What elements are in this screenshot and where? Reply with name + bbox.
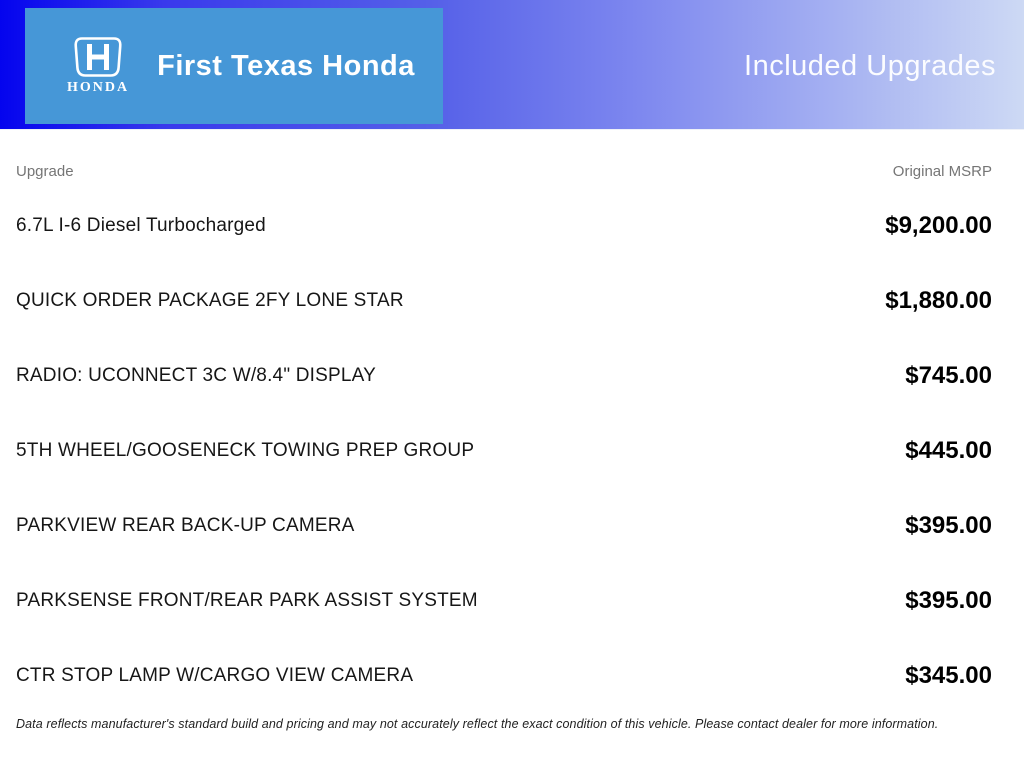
table-header-row: Upgrade Original MSRP: [16, 163, 992, 180]
upgrade-name: RADIO: UCONNECT 3C W/8.4" DISPLAY: [16, 364, 376, 386]
table-row: QUICK ORDER PACKAGE 2FY LONE STAR $1,880…: [16, 263, 992, 338]
honda-logo: HONDA: [57, 36, 139, 96]
upgrades-table: Upgrade Original MSRP 6.7L I-6 Diesel Tu…: [0, 130, 1024, 731]
table-row: 5TH WHEEL/GOOSENECK TOWING PREP GROUP $4…: [16, 413, 992, 488]
upgrade-price: $395.00: [905, 511, 992, 539]
upgrade-price: $395.00: [905, 586, 992, 614]
column-header-upgrade: Upgrade: [16, 163, 74, 180]
table-row: 6.7L I-6 Diesel Turbocharged $9,200.00: [16, 188, 992, 263]
page-title: Included Upgrades: [744, 50, 996, 82]
table-body: 6.7L I-6 Diesel Turbocharged $9,200.00 Q…: [16, 188, 992, 713]
honda-h-icon: [72, 36, 124, 78]
upgrade-name: PARKVIEW REAR BACK-UP CAMERA: [16, 514, 355, 536]
upgrade-name: CTR STOP LAMP W/CARGO VIEW CAMERA: [16, 664, 414, 686]
dealer-logo: HONDA First Texas Honda: [25, 8, 443, 124]
column-header-msrp: Original MSRP: [892, 163, 992, 180]
upgrade-name: 6.7L I-6 Diesel Turbocharged: [16, 214, 266, 236]
upgrade-name: 5TH WHEEL/GOOSENECK TOWING PREP GROUP: [16, 439, 475, 461]
upgrade-price: $1,880.00: [885, 286, 992, 314]
table-row: PARKVIEW REAR BACK-UP CAMERA $395.00: [16, 488, 992, 563]
upgrade-name: PARKSENSE FRONT/REAR PARK ASSIST SYSTEM: [16, 589, 478, 611]
upgrade-name: QUICK ORDER PACKAGE 2FY LONE STAR: [16, 289, 404, 311]
table-row: RADIO: UCONNECT 3C W/8.4" DISPLAY $745.0…: [16, 338, 992, 413]
dealer-name: First Texas Honda: [157, 49, 415, 82]
upgrade-price: $345.00: [905, 661, 992, 689]
upgrade-price: $9,200.00: [885, 211, 992, 239]
upgrade-price: $445.00: [905, 436, 992, 464]
table-row: PARKSENSE FRONT/REAR PARK ASSIST SYSTEM …: [16, 563, 992, 638]
upgrade-price: $745.00: [905, 361, 992, 389]
header-banner: HONDA First Texas Honda Included Upgrade…: [0, 0, 1024, 130]
disclaimer-text: Data reflects manufacturer's standard bu…: [16, 717, 939, 731]
honda-brand-text: HONDA: [66, 80, 130, 95]
table-row: CTR STOP LAMP W/CARGO VIEW CAMERA $345.0…: [16, 638, 992, 713]
